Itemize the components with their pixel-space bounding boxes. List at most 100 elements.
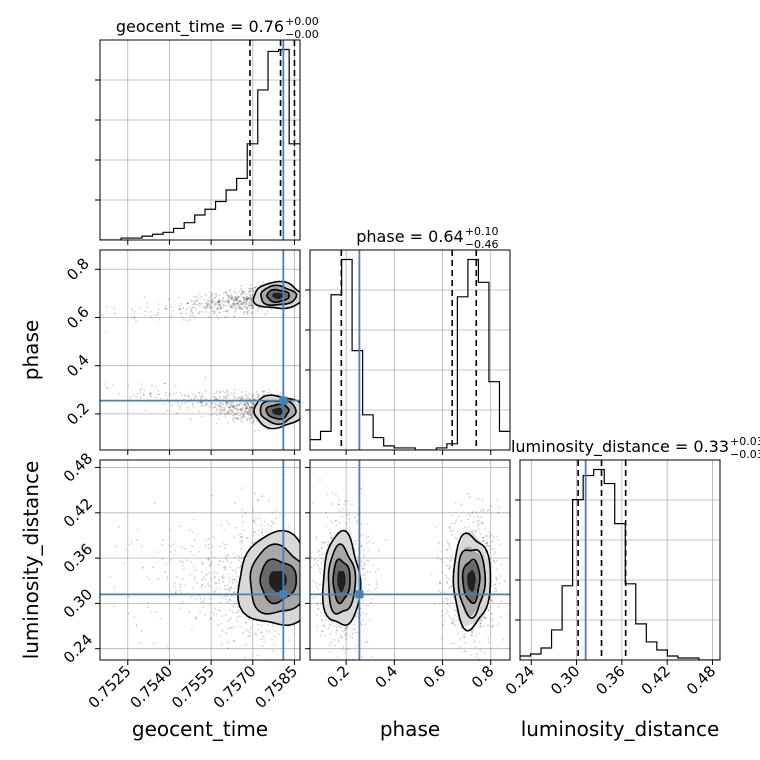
sample-point	[477, 521, 480, 524]
sample-point	[249, 418, 252, 421]
sample-point	[206, 304, 209, 307]
sample-point	[212, 300, 214, 303]
sample-point	[493, 584, 496, 586]
sample-point	[315, 535, 318, 538]
sample-point	[450, 514, 453, 517]
sample-point	[241, 536, 244, 538]
sample-point	[273, 635, 276, 638]
sample-point	[441, 610, 443, 613]
sample-point	[485, 542, 488, 544]
sample-point	[224, 598, 227, 601]
sample-point	[249, 628, 251, 631]
sample-point	[262, 394, 265, 396]
sample-point	[217, 308, 220, 310]
sample-point	[351, 633, 354, 636]
sample-point	[217, 301, 220, 303]
sample-point	[488, 624, 491, 627]
sample-point	[234, 502, 237, 505]
sample-point	[242, 555, 245, 558]
sample-point	[275, 517, 278, 520]
sample-point	[252, 403, 255, 405]
sample-point	[502, 638, 505, 641]
sample-point	[247, 313, 249, 316]
sample-point	[178, 308, 181, 311]
sample-point	[251, 406, 254, 409]
sample-point	[245, 629, 247, 631]
sample-point	[222, 566, 224, 568]
sample-point	[150, 611, 153, 613]
sample-point	[362, 574, 364, 577]
sample-point	[227, 641, 230, 644]
sample-point	[450, 585, 453, 588]
sample-point	[217, 609, 220, 612]
sample-point	[217, 405, 220, 408]
sample-point	[149, 392, 152, 395]
sample-point	[481, 521, 484, 524]
sample-point	[250, 414, 253, 417]
sample-point	[492, 625, 494, 628]
sample-point	[128, 595, 131, 598]
sample-point	[199, 601, 202, 603]
sample-point	[246, 300, 249, 303]
sample-point	[193, 538, 196, 541]
sample-point	[244, 410, 247, 412]
sample-point	[448, 544, 451, 547]
sample-point	[264, 530, 267, 533]
sample-point	[210, 307, 213, 309]
sample-point	[135, 395, 138, 398]
sample-point	[190, 398, 193, 400]
sample-point	[240, 557, 243, 560]
sample-point	[217, 317, 220, 320]
sample-point	[204, 294, 207, 297]
sample-point	[488, 536, 491, 539]
sample-point	[243, 296, 245, 299]
sample-point	[366, 523, 368, 526]
sample-point	[238, 404, 241, 407]
sample-point	[259, 624, 262, 627]
sample-point	[215, 295, 218, 298]
sample-point	[213, 303, 216, 306]
sample-point	[341, 636, 343, 639]
sample-point	[218, 294, 221, 297]
sample-point	[242, 411, 245, 414]
sample-point	[238, 306, 240, 309]
sample-point	[170, 315, 173, 318]
sample-point	[202, 562, 205, 565]
sample-point	[322, 542, 325, 545]
sample-point	[112, 384, 115, 386]
sample-point	[483, 617, 486, 619]
sample-point	[215, 392, 218, 394]
sample-point	[241, 391, 244, 393]
sample-point	[237, 533, 240, 536]
sample-point	[227, 295, 230, 298]
sample-point	[250, 401, 252, 404]
sample-point	[319, 602, 322, 605]
sample-point	[148, 578, 150, 580]
sample-point	[218, 390, 221, 393]
sample-point	[127, 612, 130, 615]
sample-point	[441, 560, 444, 563]
sample-point	[192, 311, 195, 314]
sample-point	[192, 405, 195, 408]
sample-point	[177, 404, 180, 407]
sample-point	[245, 643, 247, 646]
sample-point	[242, 401, 245, 404]
sample-point	[261, 634, 264, 637]
sample-point	[190, 299, 193, 302]
sample-point	[372, 542, 375, 544]
sample-point	[252, 419, 255, 422]
sample-point	[310, 566, 313, 569]
sample-point	[200, 584, 203, 587]
sample-point	[242, 291, 245, 293]
histogram-step-line	[520, 468, 720, 660]
sample-point	[228, 299, 230, 301]
sample-point	[446, 602, 448, 605]
sample-point	[249, 631, 251, 634]
sample-point	[246, 307, 249, 309]
sample-point	[141, 629, 143, 632]
sample-point	[246, 407, 249, 409]
sample-point	[241, 508, 244, 511]
sample-point	[223, 576, 225, 578]
sample-point	[442, 591, 445, 593]
sample-point	[226, 389, 229, 391]
